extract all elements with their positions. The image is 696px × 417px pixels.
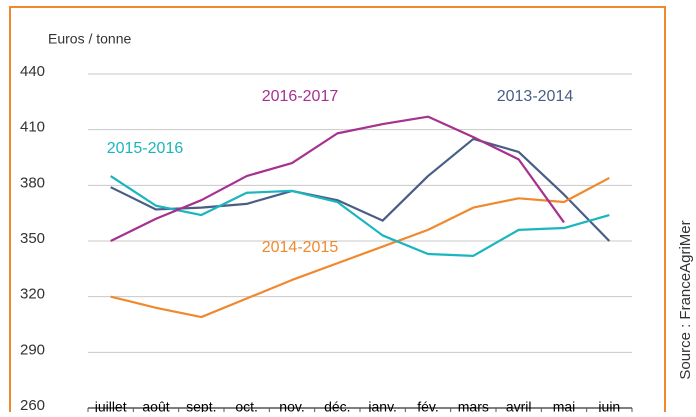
y-tick-label: 410 <box>20 119 45 136</box>
y-tick-label: 260 <box>20 397 45 412</box>
x-tick-label: fév. <box>417 399 439 412</box>
x-tick-label: janv. <box>367 399 397 412</box>
x-tick-label: avril <box>506 399 532 412</box>
series-line <box>110 137 611 242</box>
x-tick-label: mars <box>458 399 489 412</box>
series-label: 2016-2017 <box>262 88 339 105</box>
y-tick-label: 350 <box>20 230 45 247</box>
frame <box>9 6 666 417</box>
y-axis-label: Euros / tonne <box>48 31 131 47</box>
source: Source : FranceAgriMer <box>677 220 694 379</box>
y-tick-label: 320 <box>20 286 45 303</box>
x-tick-label: déc. <box>324 399 350 412</box>
x-tick-label: juin <box>597 399 620 412</box>
x-tick-label: mai <box>553 399 576 412</box>
x-tick-label: sept. <box>186 399 216 412</box>
y-tick-label: 440 <box>20 63 45 80</box>
x-tick-label: oct. <box>235 399 258 412</box>
series-line <box>110 175 610 257</box>
x-tick-label: nov. <box>279 399 304 412</box>
series-label: 2015-2016 <box>107 140 184 157</box>
y-tick-label: 290 <box>20 341 45 358</box>
series-label: 2014-2015 <box>262 239 339 256</box>
series-line <box>110 176 610 319</box>
series-line <box>110 115 565 242</box>
x-tick-label: août <box>142 399 169 412</box>
series-label: 2013-2014 <box>497 88 574 105</box>
x-tick-label: juillet <box>94 399 127 412</box>
y-tick-label: 380 <box>20 174 45 191</box>
